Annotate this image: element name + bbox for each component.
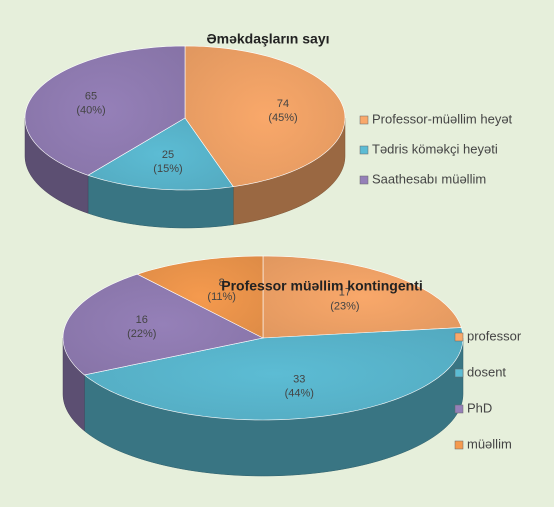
data-label: 16 (136, 314, 148, 326)
chart-title: Əməkdaşların sayı (206, 31, 329, 47)
pie-slice (62, 273, 264, 376)
legend-swatch (454, 332, 464, 342)
data-label-percent: (44%) (285, 388, 314, 400)
data-label-percent: (11%) (207, 291, 236, 303)
pie-slice (87, 117, 234, 191)
pie-slice (184, 45, 346, 187)
pie-slice (24, 45, 186, 176)
data-label: 74 (277, 98, 289, 110)
legend-label: PhD (467, 400, 492, 415)
pie-slice (136, 255, 264, 339)
data-label: 33 (293, 374, 305, 386)
pie-slice (262, 255, 462, 339)
legend-label: professor (467, 328, 522, 343)
legend-swatch (454, 440, 464, 450)
data-label: 65 (85, 91, 97, 103)
legend-label: Saathesabı müəllim (372, 171, 486, 186)
chart-title: Professor müəllim kontingenti (221, 278, 422, 294)
data-label-percent: (45%) (268, 112, 297, 124)
data-label: 25 (162, 149, 174, 161)
data-label-percent: (15%) (153, 163, 182, 175)
legend-swatch (359, 145, 369, 155)
legend-label: Professor-müəllim heyət (372, 111, 513, 126)
data-label: 17 (339, 287, 351, 299)
legend-swatch (454, 368, 464, 378)
pie-slice (83, 327, 464, 421)
legend-swatch (359, 175, 369, 185)
legend-label: dosent (467, 364, 506, 379)
legend-label: müəllim (467, 436, 512, 451)
legend-label: Tədris köməkçi heyəti (372, 141, 498, 156)
legend-swatch (359, 115, 369, 125)
data-label-percent: (22%) (127, 328, 156, 340)
legend-swatch (454, 404, 464, 414)
data-label-percent: (23%) (330, 301, 359, 313)
data-label-percent: (40%) (76, 105, 105, 117)
data-label: 8 (219, 277, 225, 289)
